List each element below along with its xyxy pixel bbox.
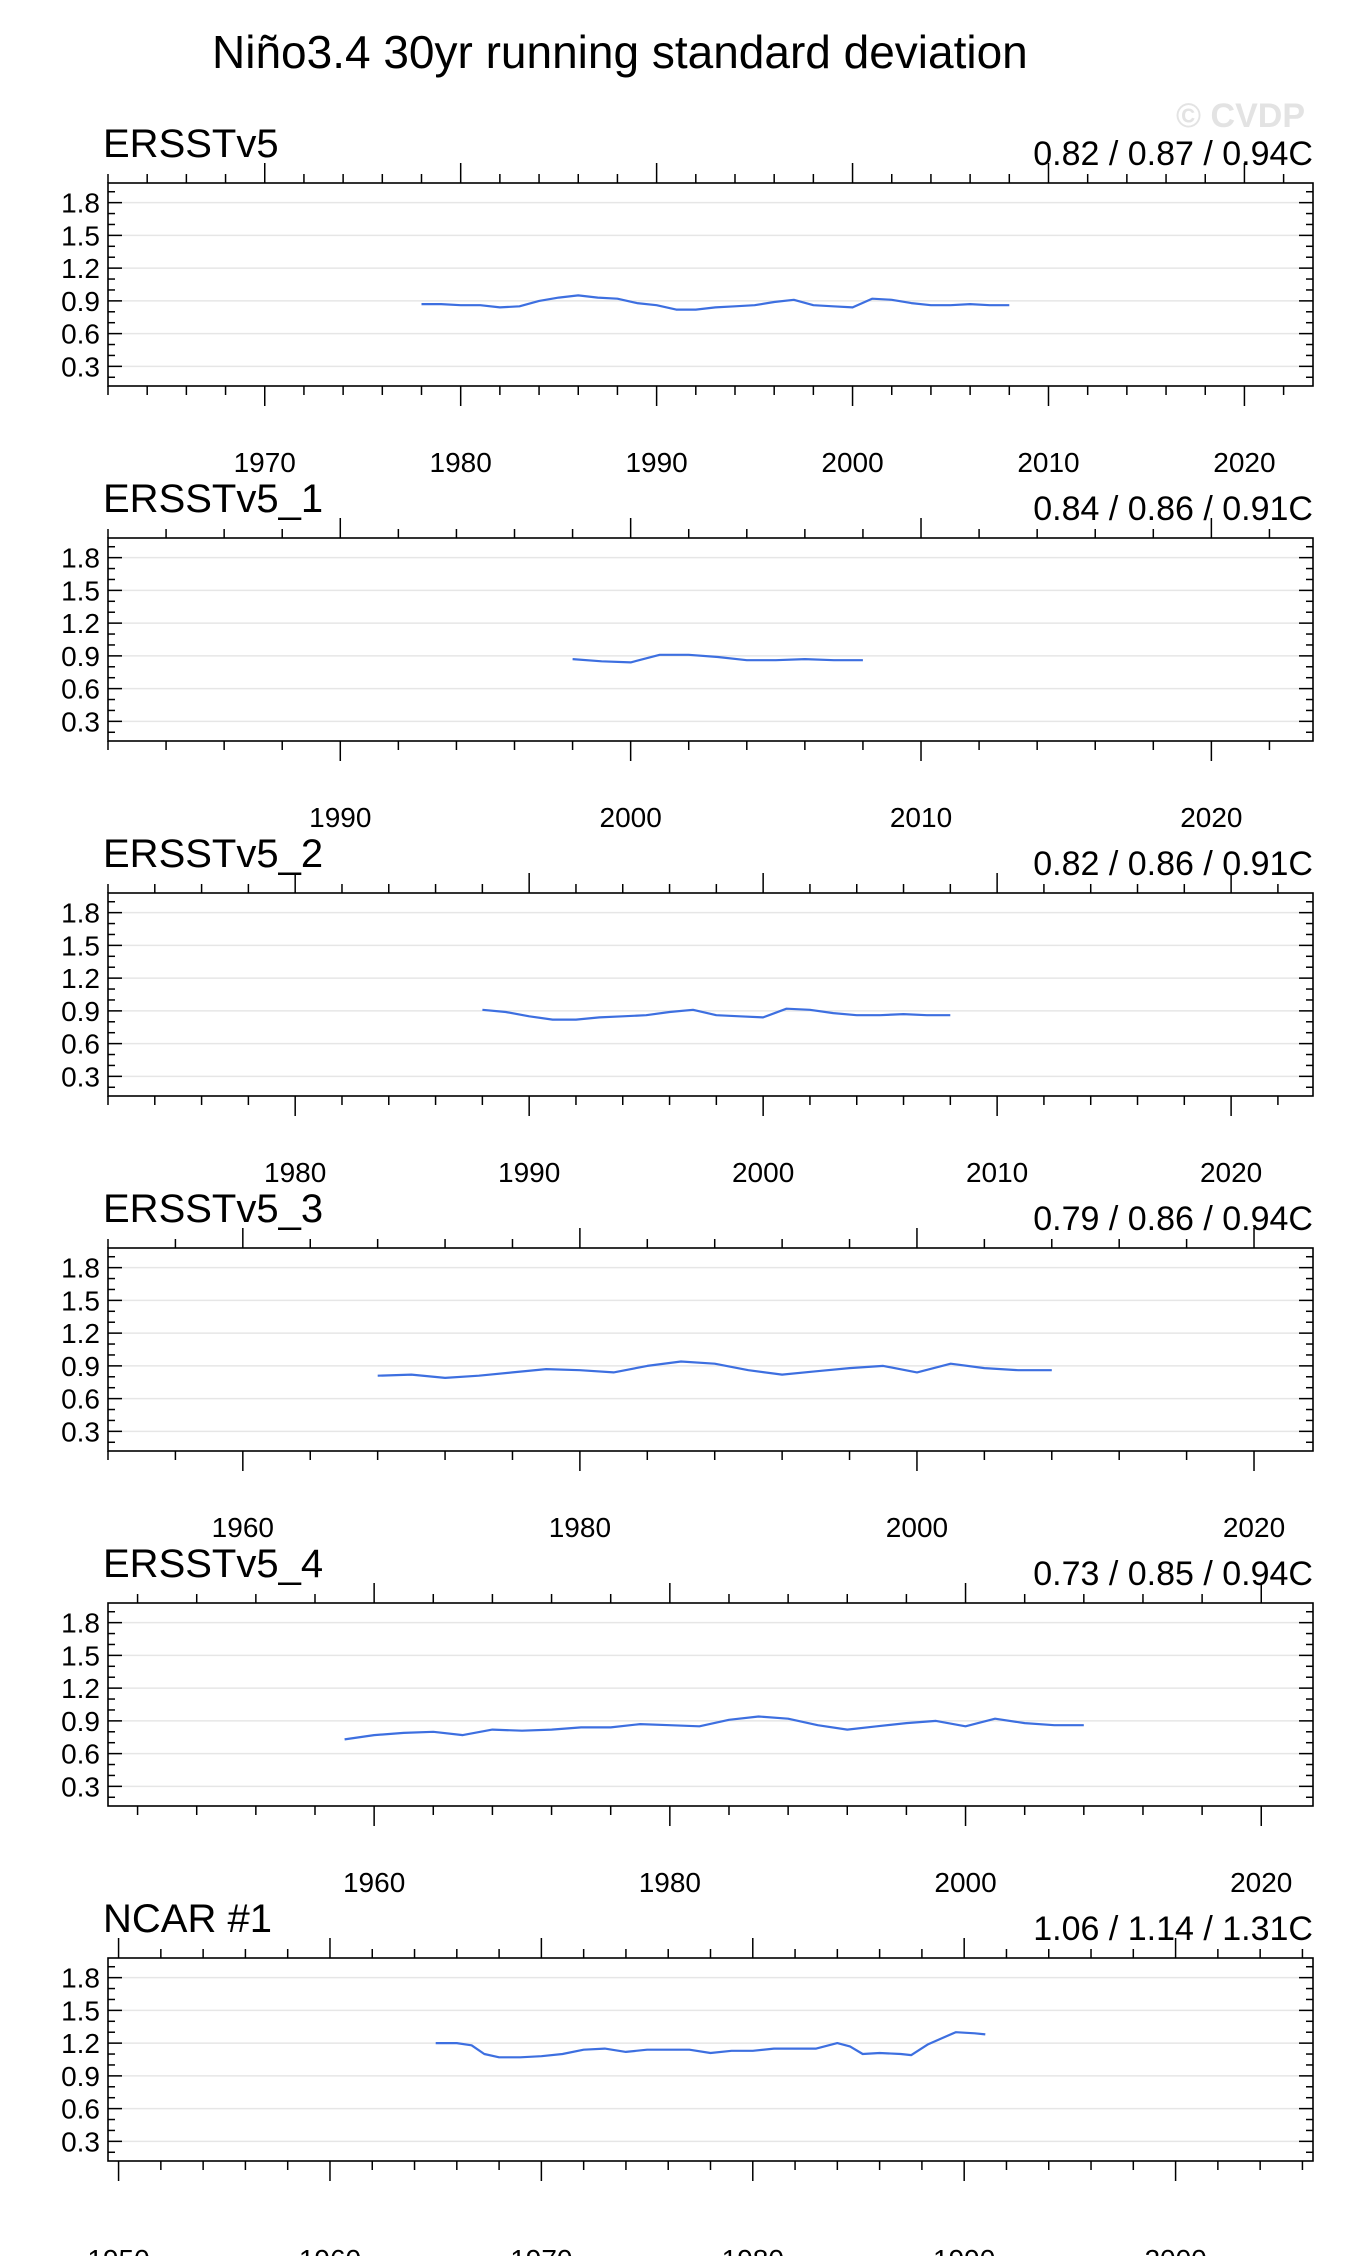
y-tick-label: 1.2 bbox=[61, 1318, 100, 1349]
x-tick-label: 2000 bbox=[821, 447, 883, 478]
plot-frame bbox=[107, 182, 1314, 387]
y-tick-label: 1.2 bbox=[61, 253, 100, 284]
x-tick-label: 2010 bbox=[966, 1157, 1028, 1188]
panels: ERSSTv5 0.82 / 0.87 / 0.94C0.30.60.91.21.… bbox=[61, 122, 1314, 2256]
y-tick-label: 1.8 bbox=[61, 1963, 100, 1994]
x-tick-label: 1980 bbox=[430, 447, 492, 478]
y-tick-label: 1.5 bbox=[61, 220, 100, 251]
x-tick-label: 1980 bbox=[639, 1867, 701, 1898]
y-tick-label: 1.8 bbox=[61, 1253, 100, 1284]
x-tick-label: 1990 bbox=[625, 447, 687, 478]
x-tick-label: 1980 bbox=[549, 1512, 611, 1543]
chart-panel-5: ERSSTv5_4 0.73 / 0.85 / 0.94C 0.30.60.91.2… bbox=[61, 1542, 1314, 1898]
x-tick-label: 2000 bbox=[732, 1157, 794, 1188]
series-line bbox=[482, 1007, 951, 1021]
y-tick-label: 1.5 bbox=[61, 1995, 100, 2026]
y-tick-label: 1.5 bbox=[61, 1640, 100, 1671]
plot-frame bbox=[107, 1957, 1314, 2162]
x-tick-label: 2020 bbox=[1200, 1157, 1262, 1188]
chart-panel-1: ERSSTv5 0.82 / 0.87 / 0.94C0.30.60.91.21.… bbox=[61, 122, 1314, 478]
y-tick-label: 1.8 bbox=[61, 188, 100, 219]
x-tick-label: 1970 bbox=[234, 447, 296, 478]
panel-stats: 0.84 / 0.86 / 0.91C bbox=[1033, 490, 1313, 528]
panel-title: ERSSTv5 bbox=[103, 122, 279, 166]
x-tick-label: 1990 bbox=[498, 1157, 560, 1188]
y-tick-label: 1.5 bbox=[61, 575, 100, 606]
x-tick-label: 2010 bbox=[1017, 447, 1079, 478]
plot-frame bbox=[107, 1247, 1314, 1452]
x-tick-label: 1960 bbox=[299, 2244, 361, 2256]
y-tick-label: 1.2 bbox=[61, 608, 100, 639]
y-tick-label: 0.9 bbox=[61, 1351, 100, 1382]
plot-frame bbox=[107, 1602, 1314, 1807]
series-line bbox=[344, 1715, 1084, 1741]
chart-panel-6: NCAR #1 1.06 / 1.14 / 1.31C0.30.60.91.21.… bbox=[61, 1897, 1314, 2256]
y-tick-label: 0.3 bbox=[61, 351, 100, 382]
x-tick-label: 2000 bbox=[886, 1512, 948, 1543]
y-tick-label: 1.2 bbox=[61, 2028, 100, 2059]
y-tick-label: 0.6 bbox=[61, 1739, 100, 1770]
y-tick-label: 0.6 bbox=[61, 2094, 100, 2125]
x-tick-label: 2020 bbox=[1223, 1512, 1285, 1543]
y-tick-label: 0.9 bbox=[61, 641, 100, 672]
y-tick-label: 0.6 bbox=[61, 674, 100, 705]
y-tick-label: 0.3 bbox=[61, 1771, 100, 1802]
y-tick-label: 0.6 bbox=[61, 319, 100, 350]
x-tick-label: 1960 bbox=[212, 1512, 274, 1543]
series-line bbox=[421, 294, 1010, 311]
x-tick-label: 1970 bbox=[510, 2244, 572, 2256]
y-tick-label: 0.3 bbox=[61, 1416, 100, 1447]
y-tick-label: 0.9 bbox=[61, 1706, 100, 1737]
x-tick-label: 2020 bbox=[1213, 447, 1275, 478]
y-tick-label: 1.8 bbox=[61, 898, 100, 929]
y-tick-label: 1.8 bbox=[61, 1608, 100, 1639]
series-line bbox=[377, 1360, 1052, 1379]
x-tick-label: 1980 bbox=[264, 1157, 326, 1188]
y-tick-label: 0.6 bbox=[61, 1384, 100, 1415]
x-tick-label: 2010 bbox=[890, 802, 952, 833]
panel-title: ERSSTv5_2 bbox=[103, 832, 323, 876]
x-tick-label: 1990 bbox=[933, 2244, 995, 2256]
plot-frame bbox=[107, 537, 1314, 742]
y-tick-label: 0.3 bbox=[61, 2126, 100, 2157]
panel-stats: 0.79 / 0.86 / 0.94C bbox=[1033, 1200, 1313, 1238]
x-tick-label: 1990 bbox=[309, 802, 371, 833]
y-tick-label: 0.3 bbox=[61, 706, 100, 737]
y-tick-label: 0.3 bbox=[61, 1061, 100, 1092]
y-tick-label: 1.2 bbox=[61, 963, 100, 994]
y-tick-label: 0.9 bbox=[61, 996, 100, 1027]
y-tick-label: 1.5 bbox=[61, 1285, 100, 1316]
chart-panel-2: ERSSTv5_1 0.84 / 0.86 / 0.91C 0.30.60.91.2… bbox=[61, 477, 1314, 833]
chart-panel-4: ERSSTv5_3 0.79 / 0.86 / 0.94C 0.30.60.91.2… bbox=[61, 1187, 1314, 1543]
y-tick-label: 0.9 bbox=[61, 2061, 100, 2092]
figure-title: Niño3.4 30yr running standard deviation bbox=[212, 26, 1028, 78]
y-tick-label: 1.2 bbox=[61, 1673, 100, 1704]
panel-stats: 0.73 / 0.85 / 0.94C bbox=[1033, 1555, 1313, 1593]
panel-stats: 0.82 / 0.87 / 0.94C bbox=[1033, 135, 1313, 173]
plot-frame bbox=[107, 892, 1314, 1097]
panel-title: ERSSTv5_1 bbox=[103, 477, 323, 521]
y-tick-label: 1.8 bbox=[61, 543, 100, 574]
y-tick-label: 0.9 bbox=[61, 286, 100, 317]
x-tick-label: 2000 bbox=[1144, 2244, 1206, 2256]
panel-stats: 1.06 / 1.14 / 1.31C bbox=[1033, 1910, 1313, 1948]
panel-stats: 0.82 / 0.86 / 0.91C bbox=[1033, 845, 1313, 883]
cvdp-watermark: © CVDP bbox=[1176, 97, 1305, 135]
x-tick-label: 2020 bbox=[1180, 802, 1242, 833]
series-line bbox=[435, 2031, 986, 2059]
x-tick-label: 1960 bbox=[343, 1867, 405, 1898]
chart-panel-3: ERSSTv5_2 0.82 / 0.86 / 0.91C 0.30.60.91.2… bbox=[61, 832, 1314, 1188]
series-line bbox=[572, 653, 863, 664]
x-tick-label: 2000 bbox=[600, 802, 662, 833]
x-tick-label: 1980 bbox=[722, 2244, 784, 2256]
panel-title: ERSSTv5_3 bbox=[103, 1187, 323, 1231]
x-tick-label: 2000 bbox=[934, 1867, 996, 1898]
panel-title: ERSSTv5_4 bbox=[103, 1542, 323, 1586]
panel-title: NCAR #1 bbox=[103, 1897, 272, 1941]
x-tick-label: 1950 bbox=[87, 2244, 149, 2256]
y-tick-label: 0.6 bbox=[61, 1029, 100, 1060]
y-tick-label: 1.5 bbox=[61, 930, 100, 961]
x-tick-label: 2020 bbox=[1230, 1867, 1292, 1898]
